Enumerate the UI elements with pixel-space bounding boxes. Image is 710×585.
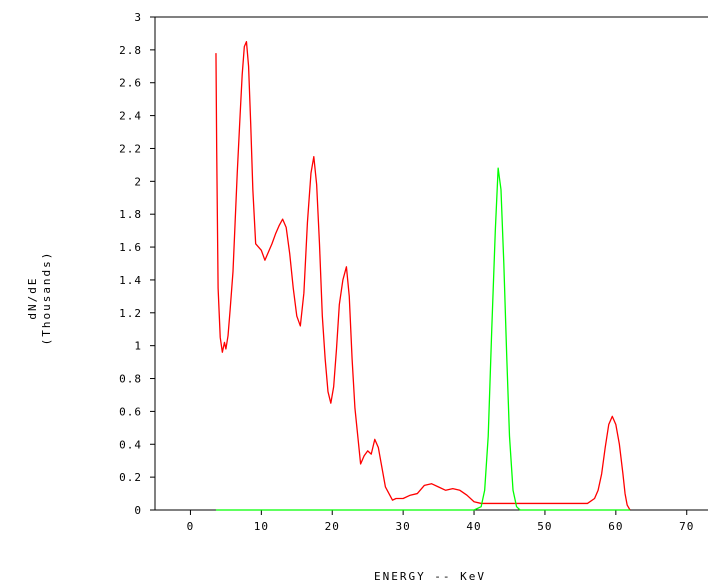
y-tick-label: 1 bbox=[134, 340, 142, 353]
series-layer bbox=[215, 41, 631, 511]
x-tick-label: 30 bbox=[396, 520, 411, 533]
x-tick-label: 50 bbox=[537, 520, 552, 533]
x-tick-label: 10 bbox=[254, 520, 269, 533]
y-axis-title-group: dN/dE (Thousands) bbox=[26, 251, 53, 346]
y-tick-label: 1.4 bbox=[119, 274, 142, 287]
series-line-green bbox=[215, 167, 631, 511]
x-tick-label: 0 bbox=[187, 520, 195, 533]
y-tick-label: 2 bbox=[134, 175, 142, 188]
x-tick-label: 20 bbox=[325, 520, 340, 533]
x-tick-label: 40 bbox=[466, 520, 481, 533]
y-tick-label: 1.2 bbox=[119, 307, 142, 320]
x-axis-title: ENERGY -- KeV bbox=[374, 570, 486, 583]
y-tick-label: 1.8 bbox=[119, 208, 142, 221]
y-tick-label: 0.6 bbox=[119, 405, 142, 418]
y-axis-title-line1: dN/dE bbox=[26, 276, 39, 319]
y-tick-label: 1.6 bbox=[119, 241, 142, 254]
x-tick-label: 70 bbox=[679, 520, 694, 533]
axes-layer: 0 10 20 30 40 50 60 70 0 0.2 0.4 0.6 0.8 1 1.2 1.4 1.6 1.… bbox=[119, 11, 708, 533]
y-tick-label: 0.4 bbox=[119, 438, 142, 451]
y-tick-label: 0.2 bbox=[119, 471, 142, 484]
x-tick-label: 60 bbox=[608, 520, 623, 533]
y-tick-label: 2.8 bbox=[119, 44, 142, 57]
series-line-red bbox=[215, 41, 631, 511]
y-tick-label: 3 bbox=[134, 11, 142, 24]
y-tick-label: 0.8 bbox=[119, 373, 142, 386]
y-axis-title-line2: (Thousands) bbox=[40, 251, 53, 346]
y-tick-label: 0 bbox=[134, 504, 142, 517]
labels-layer: ENERGY -- KeV dN/dE (Thousands) bbox=[26, 251, 486, 583]
y-tick-label: 2.6 bbox=[119, 77, 142, 90]
y-tick-label: 2.2 bbox=[119, 142, 142, 155]
y-tick-label: 2.4 bbox=[119, 110, 142, 123]
